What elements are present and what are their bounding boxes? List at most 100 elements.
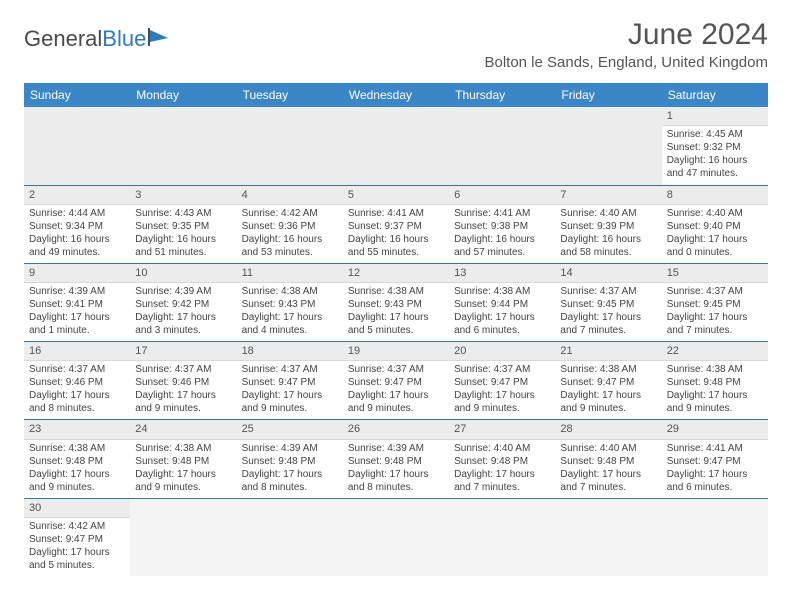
calendar-cell: 8Sunrise: 4:40 AMSunset: 9:40 PMDaylight… <box>662 185 768 263</box>
day-number: 28 <box>555 420 661 439</box>
day-number: 25 <box>237 420 343 439</box>
day-number: 4 <box>237 186 343 205</box>
day-number: 24 <box>130 420 236 439</box>
calendar-cell: 1Sunrise: 4:45 AMSunset: 9:32 PMDaylight… <box>662 107 768 185</box>
calendar-cell <box>555 498 661 576</box>
day-body: Sunrise: 4:41 AMSunset: 9:38 PMDaylight:… <box>449 205 555 263</box>
calendar-cell: 2Sunrise: 4:44 AMSunset: 9:34 PMDaylight… <box>24 185 130 263</box>
calendar-cell: 14Sunrise: 4:37 AMSunset: 9:45 PMDayligh… <box>555 263 661 341</box>
day-body: Sunrise: 4:41 AMSunset: 9:47 PMDaylight:… <box>662 440 768 498</box>
calendar-week: 2Sunrise: 4:44 AMSunset: 9:34 PMDaylight… <box>24 185 768 263</box>
day-body: Sunrise: 4:38 AMSunset: 9:44 PMDaylight:… <box>449 283 555 341</box>
calendar-cell <box>130 498 236 576</box>
calendar-cell <box>24 107 130 185</box>
day-body: Sunrise: 4:42 AMSunset: 9:47 PMDaylight:… <box>24 518 130 576</box>
day-number: 12 <box>343 264 449 283</box>
day-header: Thursday <box>449 83 555 107</box>
month-title: June 2024 <box>484 18 768 52</box>
day-body: Sunrise: 4:44 AMSunset: 9:34 PMDaylight:… <box>24 205 130 263</box>
day-body: Sunrise: 4:40 AMSunset: 9:48 PMDaylight:… <box>449 440 555 498</box>
day-body: Sunrise: 4:42 AMSunset: 9:36 PMDaylight:… <box>237 205 343 263</box>
calendar-cell <box>130 107 236 185</box>
calendar-cell: 11Sunrise: 4:38 AMSunset: 9:43 PMDayligh… <box>237 263 343 341</box>
day-body: Sunrise: 4:39 AMSunset: 9:48 PMDaylight:… <box>343 440 449 498</box>
calendar-cell: 29Sunrise: 4:41 AMSunset: 9:47 PMDayligh… <box>662 420 768 498</box>
calendar-cell: 6Sunrise: 4:41 AMSunset: 9:38 PMDaylight… <box>449 185 555 263</box>
calendar-body: 1Sunrise: 4:45 AMSunset: 9:32 PMDaylight… <box>24 107 768 576</box>
day-number: 18 <box>237 342 343 361</box>
calendar-cell <box>449 107 555 185</box>
day-header: Monday <box>130 83 236 107</box>
day-body: Sunrise: 4:41 AMSunset: 9:37 PMDaylight:… <box>343 205 449 263</box>
calendar-table: Sunday Monday Tuesday Wednesday Thursday… <box>24 83 768 576</box>
calendar-cell: 21Sunrise: 4:38 AMSunset: 9:47 PMDayligh… <box>555 342 661 420</box>
day-body: Sunrise: 4:43 AMSunset: 9:35 PMDaylight:… <box>130 205 236 263</box>
day-number: 1 <box>662 107 768 126</box>
calendar-cell: 28Sunrise: 4:40 AMSunset: 9:48 PMDayligh… <box>555 420 661 498</box>
day-number: 7 <box>555 186 661 205</box>
calendar-cell: 23Sunrise: 4:38 AMSunset: 9:48 PMDayligh… <box>24 420 130 498</box>
logo-text-right: Blue <box>102 26 146 52</box>
calendar-cell: 19Sunrise: 4:37 AMSunset: 9:47 PMDayligh… <box>343 342 449 420</box>
day-number: 20 <box>449 342 555 361</box>
day-number: 3 <box>130 186 236 205</box>
calendar-cell <box>449 498 555 576</box>
calendar-cell: 17Sunrise: 4:37 AMSunset: 9:46 PMDayligh… <box>130 342 236 420</box>
day-number: 15 <box>662 264 768 283</box>
day-body: Sunrise: 4:40 AMSunset: 9:39 PMDaylight:… <box>555 205 661 263</box>
calendar-cell <box>237 498 343 576</box>
day-body: Sunrise: 4:45 AMSunset: 9:32 PMDaylight:… <box>662 126 768 184</box>
day-body: Sunrise: 4:38 AMSunset: 9:47 PMDaylight:… <box>555 361 661 419</box>
calendar-cell: 22Sunrise: 4:38 AMSunset: 9:48 PMDayligh… <box>662 342 768 420</box>
logo: GeneralBlue <box>24 18 172 52</box>
calendar-cell: 24Sunrise: 4:38 AMSunset: 9:48 PMDayligh… <box>130 420 236 498</box>
calendar-cell: 30Sunrise: 4:42 AMSunset: 9:47 PMDayligh… <box>24 498 130 576</box>
day-header-row: Sunday Monday Tuesday Wednesday Thursday… <box>24 83 768 107</box>
day-number: 8 <box>662 186 768 205</box>
day-number: 2 <box>24 186 130 205</box>
calendar-cell <box>343 498 449 576</box>
day-number: 26 <box>343 420 449 439</box>
day-number: 30 <box>24 499 130 518</box>
calendar-cell: 3Sunrise: 4:43 AMSunset: 9:35 PMDaylight… <box>130 185 236 263</box>
day-number: 17 <box>130 342 236 361</box>
header: GeneralBlue June 2024 Bolton le Sands, E… <box>24 18 768 77</box>
calendar-cell: 20Sunrise: 4:37 AMSunset: 9:47 PMDayligh… <box>449 342 555 420</box>
calendar-cell: 12Sunrise: 4:38 AMSunset: 9:43 PMDayligh… <box>343 263 449 341</box>
day-number: 6 <box>449 186 555 205</box>
calendar-cell: 15Sunrise: 4:37 AMSunset: 9:45 PMDayligh… <box>662 263 768 341</box>
day-number: 19 <box>343 342 449 361</box>
calendar-cell <box>662 498 768 576</box>
day-body: Sunrise: 4:37 AMSunset: 9:47 PMDaylight:… <box>343 361 449 419</box>
day-number: 29 <box>662 420 768 439</box>
day-body: Sunrise: 4:38 AMSunset: 9:48 PMDaylight:… <box>24 440 130 498</box>
calendar-cell: 5Sunrise: 4:41 AMSunset: 9:37 PMDaylight… <box>343 185 449 263</box>
day-body: Sunrise: 4:37 AMSunset: 9:47 PMDaylight:… <box>237 361 343 419</box>
calendar-week: 9Sunrise: 4:39 AMSunset: 9:41 PMDaylight… <box>24 263 768 341</box>
calendar-cell: 10Sunrise: 4:39 AMSunset: 9:42 PMDayligh… <box>130 263 236 341</box>
day-number: 22 <box>662 342 768 361</box>
day-body: Sunrise: 4:37 AMSunset: 9:45 PMDaylight:… <box>662 283 768 341</box>
day-body: Sunrise: 4:38 AMSunset: 9:48 PMDaylight:… <box>130 440 236 498</box>
day-number: 16 <box>24 342 130 361</box>
calendar-cell: 16Sunrise: 4:37 AMSunset: 9:46 PMDayligh… <box>24 342 130 420</box>
day-header: Wednesday <box>343 83 449 107</box>
day-number: 9 <box>24 264 130 283</box>
flag-icon <box>148 26 172 52</box>
day-body: Sunrise: 4:39 AMSunset: 9:48 PMDaylight:… <box>237 440 343 498</box>
calendar-cell: 7Sunrise: 4:40 AMSunset: 9:39 PMDaylight… <box>555 185 661 263</box>
day-body: Sunrise: 4:37 AMSunset: 9:47 PMDaylight:… <box>449 361 555 419</box>
day-body: Sunrise: 4:39 AMSunset: 9:41 PMDaylight:… <box>24 283 130 341</box>
calendar-cell: 25Sunrise: 4:39 AMSunset: 9:48 PMDayligh… <box>237 420 343 498</box>
calendar-cell <box>237 107 343 185</box>
day-body: Sunrise: 4:37 AMSunset: 9:46 PMDaylight:… <box>130 361 236 419</box>
day-number: 5 <box>343 186 449 205</box>
day-body: Sunrise: 4:38 AMSunset: 9:43 PMDaylight:… <box>237 283 343 341</box>
day-number: 13 <box>449 264 555 283</box>
calendar-cell: 26Sunrise: 4:39 AMSunset: 9:48 PMDayligh… <box>343 420 449 498</box>
day-body: Sunrise: 4:40 AMSunset: 9:48 PMDaylight:… <box>555 440 661 498</box>
calendar-cell: 18Sunrise: 4:37 AMSunset: 9:47 PMDayligh… <box>237 342 343 420</box>
day-body: Sunrise: 4:38 AMSunset: 9:43 PMDaylight:… <box>343 283 449 341</box>
calendar-cell <box>343 107 449 185</box>
location: Bolton le Sands, England, United Kingdom <box>484 54 768 71</box>
